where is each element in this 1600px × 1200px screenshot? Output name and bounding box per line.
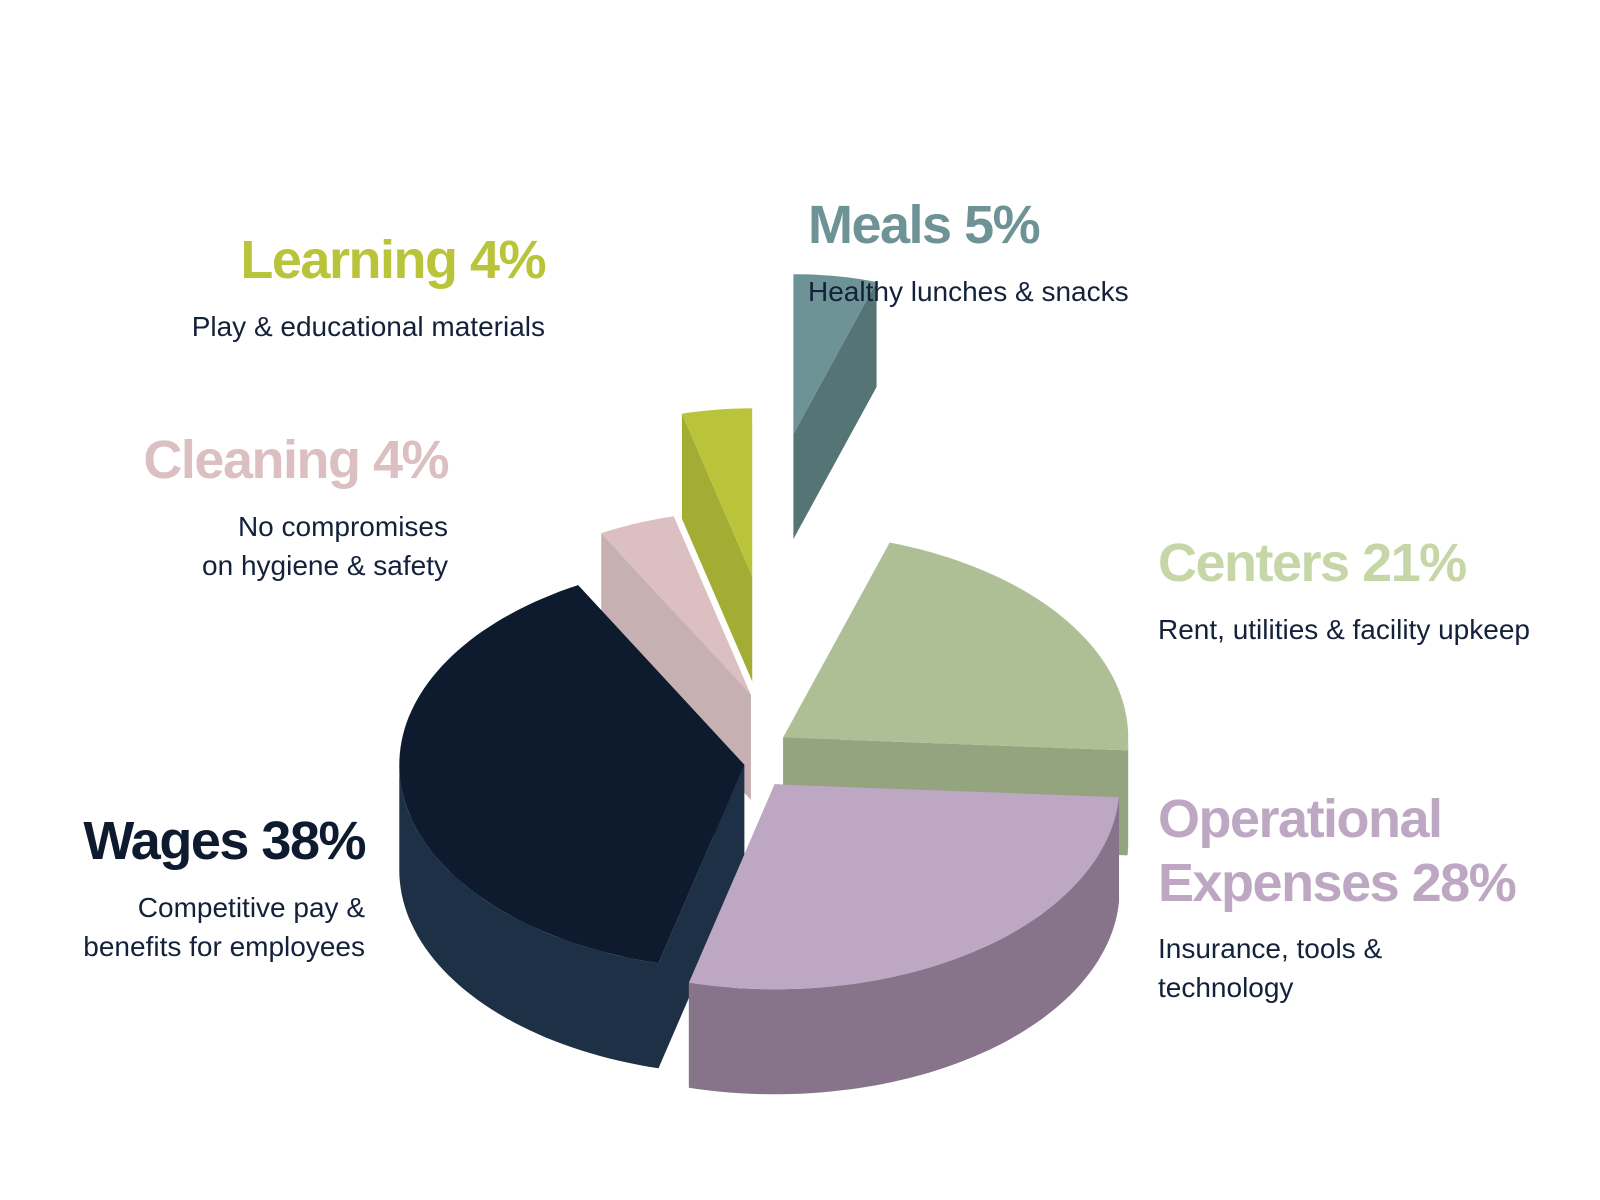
label-wages-title: Wages 38% [83,811,366,871]
slice-learning-edge-0 [681,413,753,682]
label-operational-title: Operational Expenses 28% [1158,789,1517,913]
label-meals-desc: Healthy lunches & snacks [808,276,1129,307]
slice-centers-top [783,542,1129,751]
label-wages-desc: Competitive pay & benefits for employees [83,892,365,962]
slice-cleaning-top [601,516,751,695]
label-cleaning-desc: No compromises on hygiene & safety [202,511,448,581]
label-cleaning: Cleaning 4% No compromises on hygiene & … [80,430,449,585]
label-centers-desc: Rent, utilities & facility upkeep [1158,614,1530,645]
label-learning: Learning 4% Play & educational materials [120,230,547,346]
slice-meals-edge-1 [793,281,877,540]
label-centers-title: Centers 21% [1158,533,1467,593]
slice-operational-top [688,784,1119,990]
slice-learning-top [681,408,753,577]
label-meals-title: Meals 5% [808,195,1041,255]
slice-learning [681,408,753,682]
label-operational-desc: Insurance, tools & technology [1158,933,1383,1003]
slice-wages-top [399,585,745,964]
slice-centers-side [1127,737,1129,856]
label-wages: Wages 38% Competitive pay & benefits for… [20,811,366,966]
label-cleaning-title: Cleaning 4% [143,430,449,490]
label-learning-title: Learning 4% [240,230,546,290]
slice-meals-top [793,274,877,435]
slice-operational-side [688,797,1119,1095]
slice-operational [688,784,1120,1095]
slice-meals [793,274,877,540]
label-learning-desc: Play & educational materials [191,311,545,342]
label-operational: Operational Expenses 28% Insurance, tool… [1158,787,1517,1007]
label-centers: Centers 21% Rent, utilities & facility u… [1158,536,1530,649]
slice-wages [399,585,745,1069]
slice-wages-side [399,764,659,1069]
label-meals: Meals 5% Healthy lunches & snacks [808,198,1129,311]
